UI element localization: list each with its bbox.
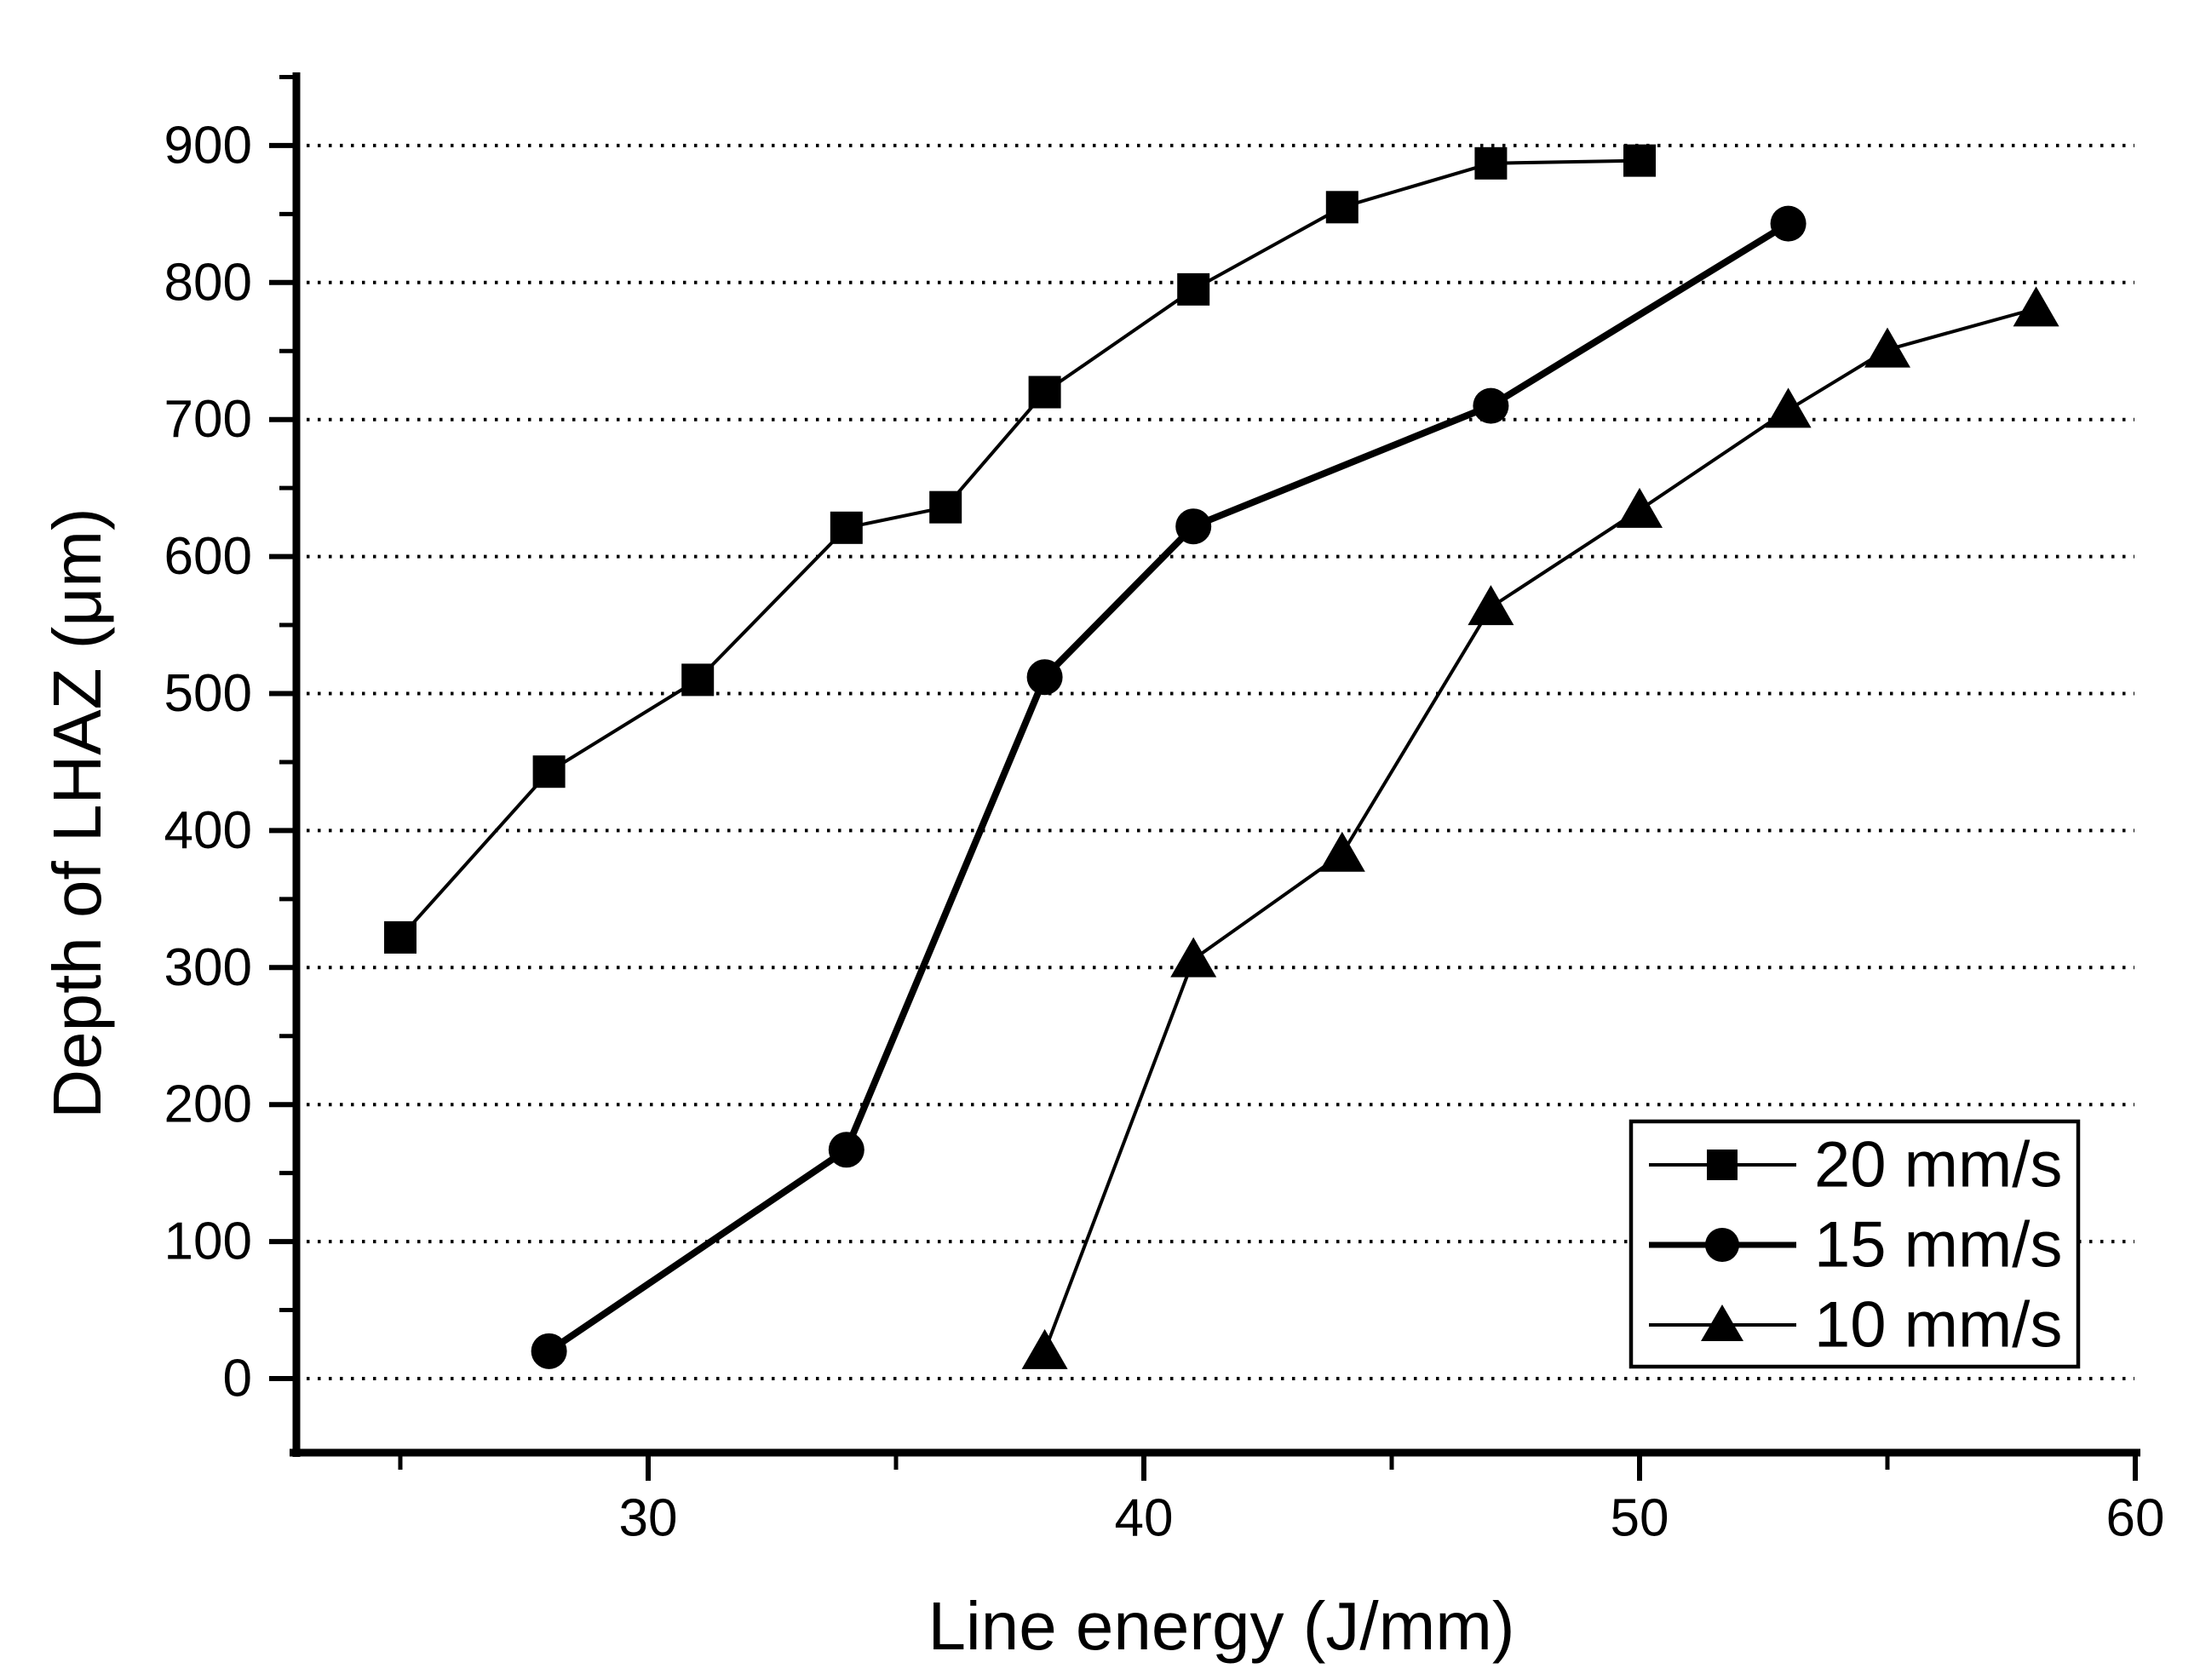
data-point-marker [929, 490, 962, 524]
legend-label: 15 mm/s [1814, 1209, 2062, 1282]
data-point-marker [828, 1132, 864, 1168]
data-point-marker [1028, 376, 1061, 409]
y-tick-label: 0 [223, 1350, 252, 1408]
y-tick-label: 500 [164, 664, 252, 723]
data-point-marker [1026, 659, 1063, 696]
data-point-marker [1474, 146, 1508, 180]
legend-circle-marker-icon [1705, 1228, 1739, 1262]
data-point-marker [1864, 327, 1910, 368]
data-point-marker [532, 755, 566, 788]
legend-label: 20 mm/s [1814, 1129, 2062, 1201]
data-point-marker [1765, 387, 1812, 428]
y-tick-label: 200 [164, 1075, 252, 1134]
data-point-marker [2013, 286, 2059, 327]
series-20-mm/s [384, 144, 1656, 954]
legend: 20 mm/s 15 mm/s10 mm/s [1628, 1119, 2081, 1369]
data-point-marker [681, 663, 715, 697]
series-line [399, 158, 1640, 939]
y-tick-label: 900 [164, 116, 252, 175]
data-point-marker [1473, 387, 1509, 424]
data-point-marker [1175, 508, 1212, 545]
series-15-mm/s [531, 205, 1807, 1369]
y-tick-label: 700 [164, 390, 252, 449]
data-point-marker [1177, 272, 1210, 306]
y-axis-title: Depth of LHAZ (μm) [39, 507, 115, 1118]
data-point-marker [531, 1333, 567, 1369]
x-axis: 30 40 50 60 [290, 1448, 2165, 1548]
x-tick-label: 50 [1611, 1489, 1669, 1548]
x-axis-title: Line energy (J/mm) [928, 1588, 1514, 1664]
data-series [384, 144, 2059, 1369]
data-point-marker [384, 920, 416, 954]
data-point-marker [1021, 1328, 1068, 1369]
data-point-marker [1617, 487, 1663, 528]
y-tick-label: 400 [164, 801, 252, 860]
y-tick-label: 300 [164, 938, 252, 997]
series-line [547, 221, 1790, 1355]
series-10-mm/s [1021, 286, 2059, 1369]
data-point-marker [1325, 191, 1358, 224]
legend-entry: 20 mm/s [1649, 1129, 2062, 1201]
legend-triangle-marker-icon [1701, 1304, 1743, 1341]
x-tick-label: 30 [619, 1489, 678, 1548]
y-tick-label: 800 [164, 253, 252, 312]
data-point-marker [830, 511, 863, 544]
data-point-marker [1170, 937, 1217, 978]
data-point-marker [1770, 205, 1807, 242]
legend-square-marker-icon [1707, 1150, 1738, 1180]
x-tick-label: 60 [2106, 1489, 2165, 1548]
y-axis: 0 100 200 300 400 500 600 700 800 900 [164, 72, 301, 1457]
data-point-marker [1468, 585, 1514, 626]
y-tick-label: 100 [164, 1213, 252, 1271]
legend-entry: 15 mm/s [1649, 1209, 2062, 1282]
legend-label: 10 mm/s [1814, 1289, 2062, 1362]
data-point-marker [1318, 831, 1365, 872]
y-tick-label: 600 [164, 527, 252, 586]
legend-entry: 10 mm/s [1649, 1289, 2062, 1362]
data-point-marker [1623, 144, 1656, 177]
x-tick-label: 40 [1115, 1489, 1174, 1548]
